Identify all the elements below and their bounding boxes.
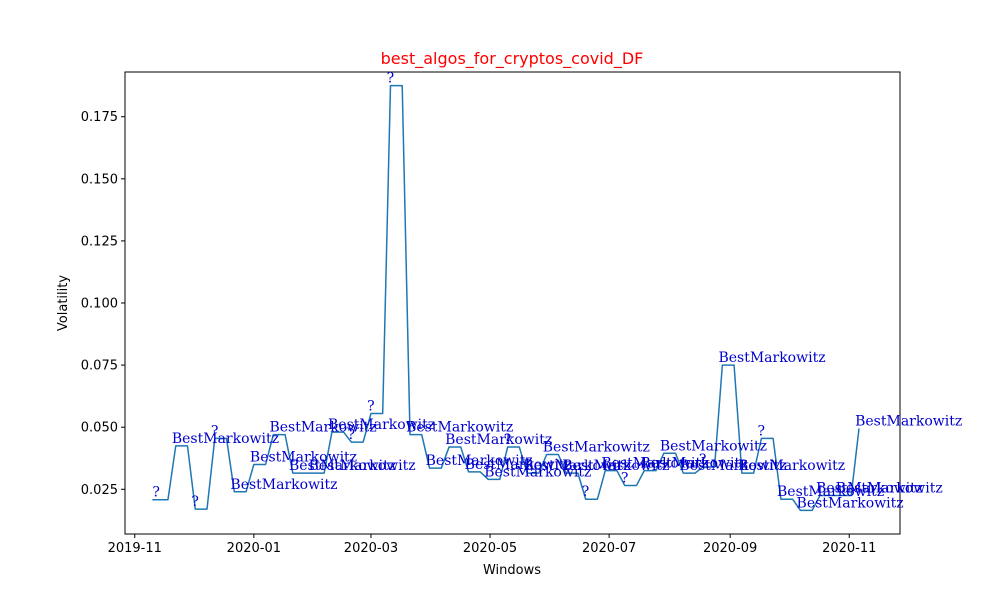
point-annotation: BestMarkowitz [718,350,825,366]
x-tick-label: 2020-01 [227,541,281,556]
x-tick-label: 2020-07 [582,541,636,556]
point-annotation: BestMarkowitz [836,481,943,497]
point-annotation: BestMarkowitz [738,458,845,474]
point-annotation: BestMarkowitz [523,458,630,474]
point-annotation: BestMarkowitz [797,495,904,511]
point-annotation: BestMarkowitz [406,420,513,436]
point-annotation: BestMarkowitz [562,458,669,474]
point-annotation: ? [191,494,199,510]
point-annotation: BestMarkowitz [445,432,552,448]
point-annotation: ? [152,485,160,501]
point-annotation: ? [699,452,707,468]
x-tick-label: 2020-09 [703,541,757,556]
point-annotation: ? [367,399,375,415]
x-tick-label: 2020-03 [344,541,398,556]
point-annotation: BestMarkowitz [465,457,572,473]
point-annotation: BestMarkowitz [679,458,786,474]
x-tick-label: 2020-05 [463,541,517,556]
point-annotation: ? [348,427,356,443]
x-tick-label: 2019-11 [108,541,162,556]
y-axis-label: Volatility [56,275,71,331]
y-tick-label: 0.050 [81,421,118,436]
x-tick-label: 2020-11 [822,541,876,556]
y-tick-label: 0.075 [81,359,118,374]
chart-title: best_algos_for_cryptos_covid_DF [381,49,644,69]
point-annotation: BestMarkowitz [660,438,767,454]
point-annotation: BestMarkowitz [816,481,923,497]
y-tick-label: 0.150 [81,172,118,187]
point-annotation: ? [211,423,219,439]
point-annotation: BestMarkowitz [543,440,650,456]
point-annotation: ? [621,471,629,487]
point-annotation: BestMarkowitz [328,417,435,433]
y-tick-label: 0.100 [81,297,118,312]
plot-area: 2019-11 2020-01 2020-03 2020-05 2020-07 2020-… [81,71,962,556]
point-annotation: BestMarkowitz [250,449,357,465]
point-annotation: ? [504,432,512,448]
point-annotation: BestMarkowitz [309,458,416,474]
point-annotation: ? [757,423,765,439]
y-tick-label: 0.125 [81,234,118,249]
series-line [152,84,860,512]
point-annotation: BestMarkowitz [777,484,884,500]
x-axis-label: Windows [483,563,541,578]
point-annotation: BestMarkowitz [269,420,376,436]
point-annotation: BestMarkowitz [640,456,747,472]
y-tick-label: 0.175 [81,110,118,125]
point-annotation: ? [387,71,395,87]
point-annotation: BestMarkowitz [484,464,591,480]
point-annotation: ? [582,484,590,500]
point-annotation: BestMarkowitz [426,453,533,469]
y-tick-label: 0.025 [81,483,118,498]
point-annotation: BestMarkowitz [172,431,279,447]
point-annotation: BestMarkowitz [855,413,962,429]
point-annotation: BestMarkowitz [230,477,337,493]
point-annotation: BestMarkowitz [289,458,396,474]
point-annotation: BestMarkowitz [601,456,708,472]
